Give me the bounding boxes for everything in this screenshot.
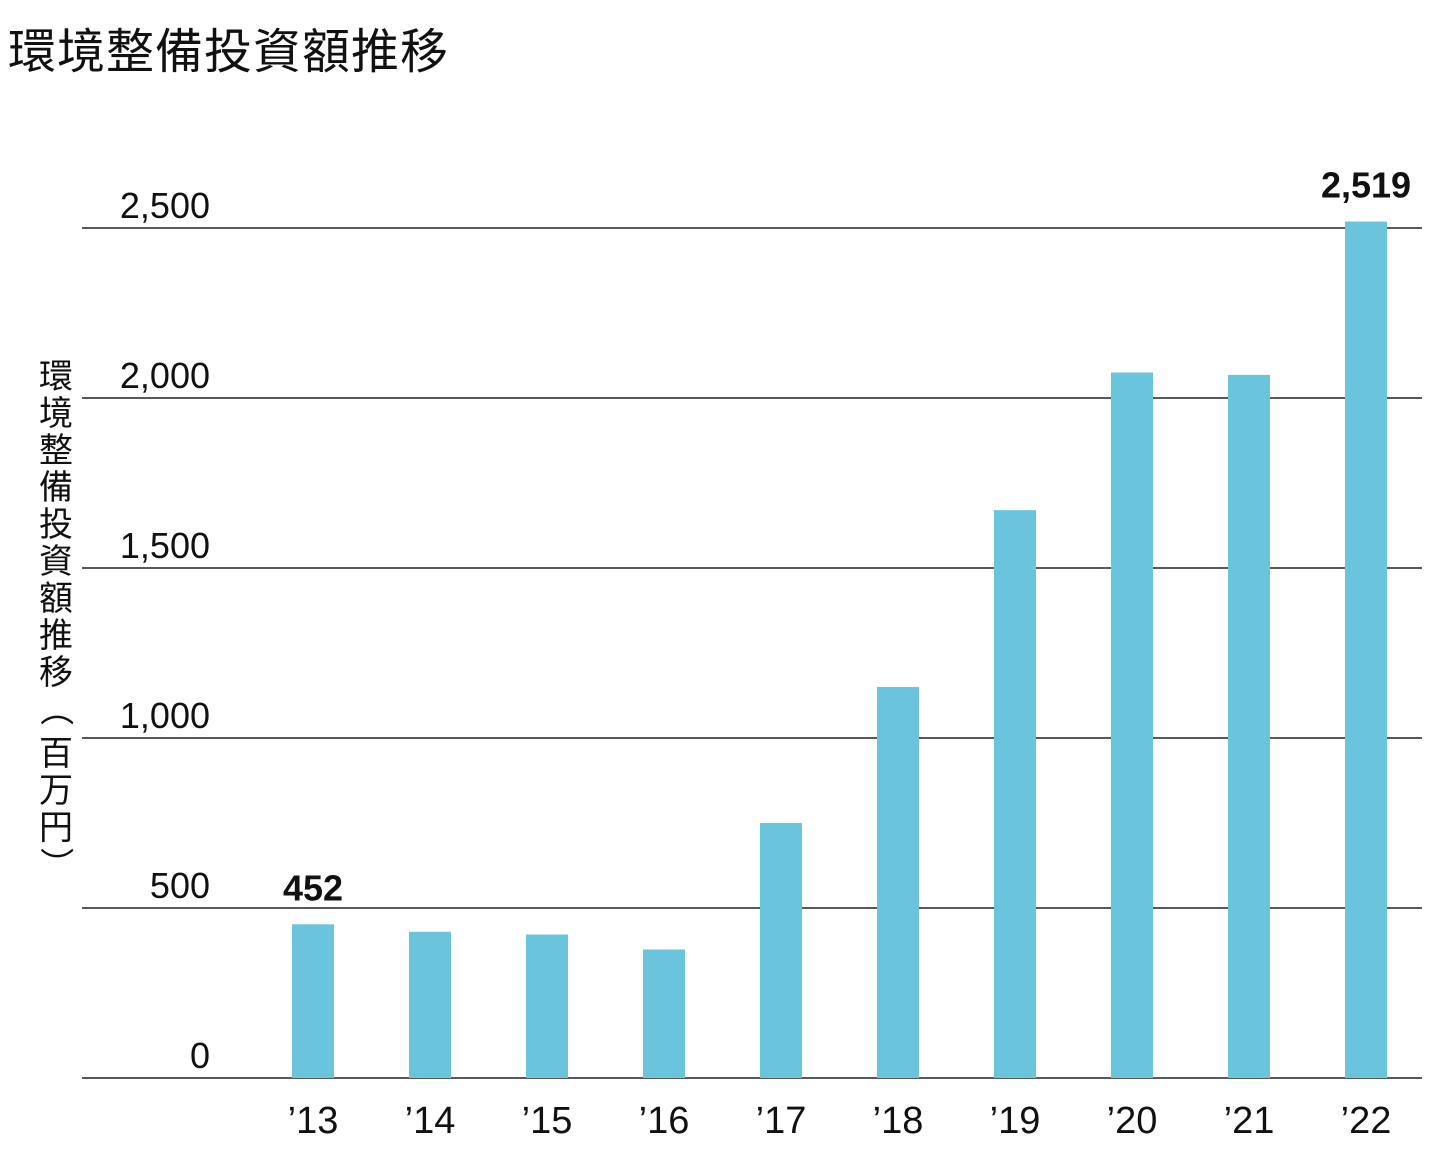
bar [1345,221,1387,1079]
x-tick-label: ’20 [1107,1100,1158,1142]
y-tick-label: 500 [150,865,210,906]
y-tick-label: 2,000 [120,355,210,396]
x-tick-label: ’16 [639,1100,690,1142]
y-axis-label-char: 百 [39,734,73,774]
y-tick-labels: 0 500 1,000 1,500 2,000 2,500 [120,185,210,1076]
x-tick-label: ’21 [1224,1100,1275,1142]
y-axis-label-char: 整 [39,431,73,471]
y-axis-label-char: ） [35,847,75,881]
y-axis-label-char: 円 [39,808,73,848]
data-label: 2,519 [1321,165,1411,206]
y-axis-label: 環境整備投資額推移（ 百万円） [35,357,75,881]
bar [409,931,451,1078]
x-tick-label: ’22 [1341,1100,1392,1142]
x-tick-label: ’13 [288,1100,339,1142]
y-tick-label: 1,000 [120,695,210,736]
bars [292,221,1387,1079]
x-tick-label: ’17 [756,1100,807,1142]
y-axis-label-char: 備 [39,468,73,508]
y-tick-label: 2,500 [120,185,210,226]
y-axis-label-char: 境 [39,394,73,434]
bar [643,949,685,1078]
y-axis-label-char: 資 [39,542,73,582]
y-tick-label: 1,500 [120,525,210,566]
grid-lines [82,227,1422,1079]
y-axis-label-char: 推 [39,616,73,656]
data-label: 452 [283,867,343,908]
x-tick-label: ’18 [873,1100,924,1142]
y-axis-label-char: （ [35,692,75,726]
bar [1228,374,1270,1078]
y-axis-label-char: 万 [39,771,73,811]
x-tick-label: ’14 [405,1100,456,1142]
bar [994,510,1036,1078]
y-axis-label-char: 移 [39,653,73,693]
x-tick-label: ’15 [522,1100,573,1142]
x-tick-labels: ’13 ’14 ’15 ’16 ’17 ’18 ’19 ’20 ’21 ’22 [288,1100,1392,1142]
y-axis-label-char: 額 [39,579,73,619]
page-title: 環境整備投資額推移 [8,24,450,80]
y-axis-label-char: 投 [39,505,73,545]
y-tick-label: 0 [190,1035,210,1076]
bar [526,934,568,1078]
bar [292,924,334,1078]
bar [877,687,919,1078]
bar [760,823,802,1078]
x-tick-label: ’19 [990,1100,1041,1142]
bar [1111,372,1153,1078]
data-labels: 452 2,519 [283,165,1411,909]
y-axis-label-char: 環 [39,357,73,397]
